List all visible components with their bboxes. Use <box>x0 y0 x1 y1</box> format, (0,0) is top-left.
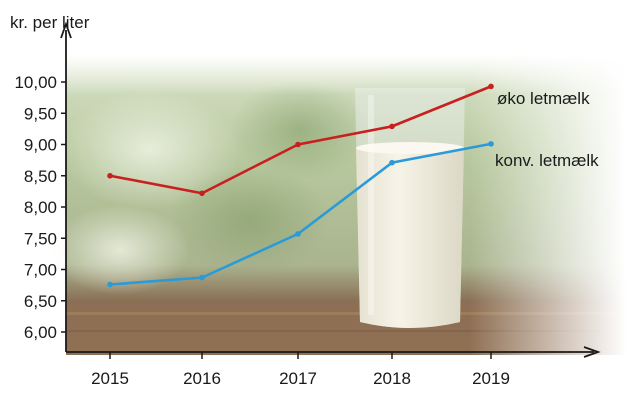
data-point <box>488 83 494 90</box>
series-labels: øko letmælk konv. letmælk <box>495 89 599 170</box>
y-tick-label: 6,00 <box>24 323 57 342</box>
data-point <box>295 141 301 148</box>
y-tick-label: 7,00 <box>24 261 57 280</box>
y-axis-arrow <box>60 21 72 39</box>
data-point <box>389 159 395 166</box>
x-tick-label: 2016 <box>183 369 221 388</box>
x-tick-label: 2019 <box>472 369 510 388</box>
background-photo <box>50 55 626 355</box>
data-point <box>199 274 205 281</box>
data-point <box>107 281 113 288</box>
x-tick-label: 2018 <box>373 369 411 388</box>
x-tick-labels: 2015 2016 2017 2018 2019 <box>91 352 510 388</box>
y-tick-label: 9,00 <box>24 136 57 155</box>
x-axis-arrow <box>583 346 601 358</box>
y-tick-label: 9,50 <box>24 104 57 123</box>
data-point <box>295 231 301 237</box>
series-label-0: øko letmælk <box>497 89 590 108</box>
data-point <box>199 190 205 197</box>
x-tick-label: 2017 <box>279 369 317 388</box>
data-point <box>389 123 395 130</box>
data-point <box>107 172 113 179</box>
series-lines <box>107 83 494 288</box>
y-tick-label: 8,00 <box>24 198 57 217</box>
x-tick-label: 2015 <box>91 369 129 388</box>
y-tick-label: 6,50 <box>24 292 57 311</box>
y-tick-label: 10,00 <box>14 73 57 92</box>
data-point <box>488 141 494 147</box>
y-tick-label: 8,50 <box>24 167 57 186</box>
y-tick-labels: 10,00 9,50 9,00 8,50 8,00 7,50 7,00 6,50 6,00 <box>14 73 66 342</box>
axes <box>60 21 601 358</box>
series-label-1: konv. letmælk <box>495 151 599 170</box>
y-axis-label: kr. per liter <box>10 13 90 32</box>
y-tick-label: 7,50 <box>24 229 57 248</box>
